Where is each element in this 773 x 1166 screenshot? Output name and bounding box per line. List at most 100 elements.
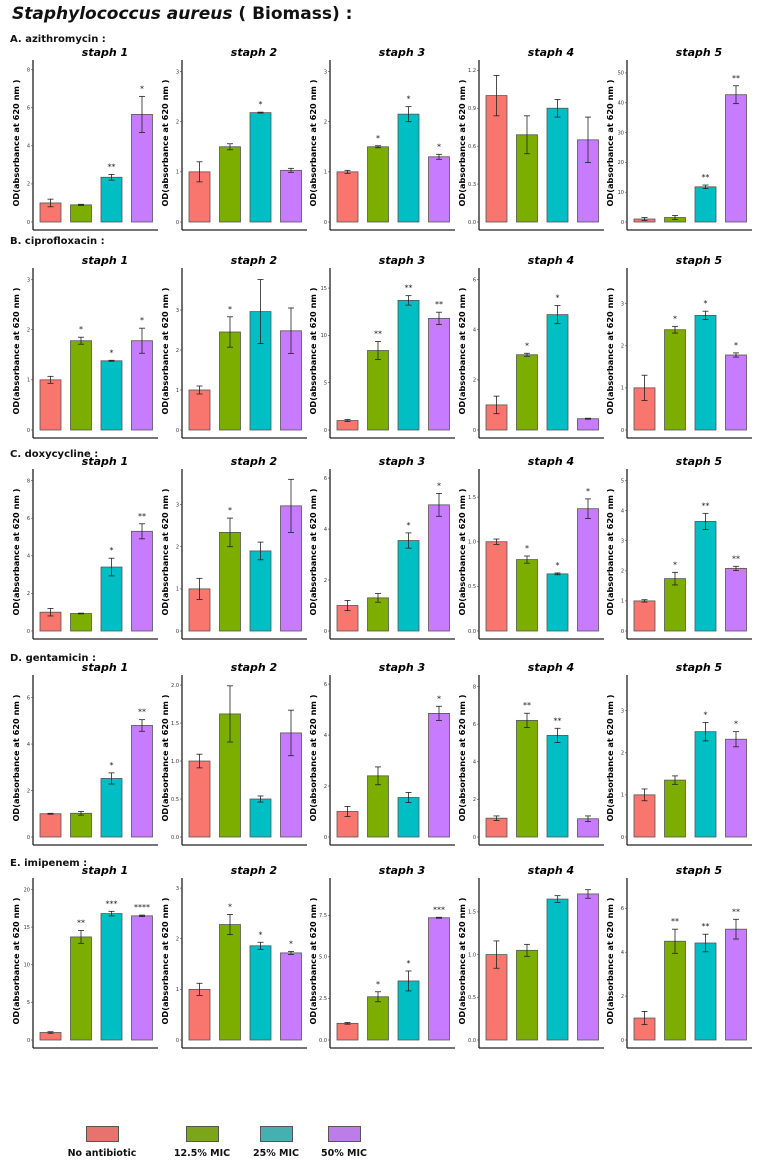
y-tick-label: 2: [175, 119, 178, 125]
y-tick-label: 15: [24, 925, 30, 931]
panel-svg: staph 2 OD(absorbance at 620 nm ) 0.0 0.5 1.…: [160, 661, 307, 846]
bar: [546, 107, 568, 223]
significance-label: **: [138, 708, 146, 717]
bar: [694, 314, 717, 431]
y-tick-label: 1.5: [468, 910, 476, 916]
bar-chart-panel: staph 1 OD(absorbance at 620 nm ) 0 2 4 6 * **: [10, 659, 160, 853]
row-label: A. azithromycin :: [10, 34, 106, 45]
panel-svg: staph 5OD(absorbance at 620 nm )012345**…: [605, 455, 752, 640]
bar-chart-panel: staph 4 OD(absorbance at 620 nm ) 0 2 4 6 * *: [456, 252, 606, 446]
legend-swatch: [259, 1126, 293, 1142]
y-tick-label: 2: [27, 182, 30, 188]
significance-label: *: [437, 142, 441, 151]
bar: [367, 996, 389, 1041]
legend-swatch: [327, 1126, 361, 1142]
y-tick-label: 0.5: [171, 797, 179, 803]
panel-title: staph 1: [82, 254, 128, 267]
significance-label: **: [138, 512, 146, 521]
legend-swatch: [185, 1126, 219, 1142]
bar: [100, 913, 123, 1041]
bar: [70, 204, 92, 223]
y-tick-label: 6: [27, 516, 30, 522]
y-tick-label: 4: [472, 327, 475, 333]
significance-label: **: [523, 701, 531, 710]
bar: [428, 504, 450, 632]
y-tick-label: 4: [324, 733, 327, 739]
significance-label: **: [435, 300, 443, 309]
y-tick-label: 2: [175, 348, 178, 354]
panel-title: staph 3: [379, 864, 426, 877]
bar: [397, 797, 420, 838]
y-axis-label: OD(absorbance at 620 nm ): [605, 488, 615, 615]
y-tick-label: 10: [618, 190, 624, 196]
significance-label: *: [555, 294, 559, 303]
legend-label: No antibiotic: [67, 1148, 137, 1159]
bar-chart-panel: staph 1 OD(absorbance at 620 nm ) 0 1 2 3 * * *: [10, 252, 160, 446]
significance-label: *: [228, 506, 232, 515]
panel-title: staph 4: [527, 661, 573, 674]
y-tick-label: 2: [324, 119, 327, 125]
y-tick-label: 4: [621, 508, 624, 514]
y-axis-label: OD(absorbance at 620 nm ): [308, 897, 318, 1024]
y-tick-label: 1.0: [468, 540, 476, 546]
y-tick-label: 3: [324, 69, 327, 75]
y-tick-label: 0.0: [319, 1038, 327, 1044]
y-tick-label: 0: [621, 835, 624, 841]
y-tick-label: 0: [472, 428, 475, 434]
panel-title: staph 1: [82, 455, 128, 468]
bar-chart-panel: staph 3 OD(absorbance at 620 nm ) 0 5 10 15 **…: [307, 252, 457, 446]
y-tick-label: 2: [324, 578, 327, 584]
panel-title: staph 1: [82, 46, 128, 59]
panel-svg: staph 5 OD(absorbance at 620 nm ) 0 1 2 3 * * *: [605, 254, 752, 439]
bar: [188, 389, 210, 431]
figure-title-organism: Staphylococcus aureus: [12, 4, 233, 24]
legend-swatch: [85, 1126, 119, 1142]
panel-svg: staph 5 OD(absorbance at 620 nm ) 0 1 2 3 * *: [605, 661, 752, 846]
y-tick-label: 0: [324, 220, 327, 226]
y-tick-label: 2: [472, 797, 475, 803]
bar: [218, 146, 241, 223]
bar: [100, 778, 123, 838]
bar: [546, 898, 568, 1041]
row-label: E. imipenem :: [10, 858, 88, 869]
y-tick-label: 0: [175, 220, 178, 226]
significance-label: *: [734, 720, 738, 729]
y-tick-label: 0: [27, 428, 30, 434]
y-tick-label: 6: [27, 106, 30, 112]
panel-title: staph 2: [230, 254, 277, 267]
significance-label: *: [673, 560, 677, 569]
bar: [664, 779, 686, 838]
panel-title: staph 2: [230, 661, 277, 674]
bar: [576, 418, 599, 431]
bar: [485, 541, 507, 632]
y-tick-label: 3: [175, 308, 178, 314]
y-axis-label: OD(absorbance at 620 nm ): [605, 79, 615, 206]
bar: [694, 942, 717, 1041]
bar-chart-panel: staph 4 OD(absorbance at 620 nm ) 0 2 4 6 8 ** *…: [456, 659, 606, 853]
bar: [428, 317, 450, 431]
bar-chart-panel: staph 2 OD(absorbance at 620 nm ) 0 1 2 3 *: [159, 252, 309, 446]
y-axis-label: OD(absorbance at 620 nm ): [160, 897, 170, 1024]
bar-chart-panel: staph 4 OD(absorbance at 620 nm ) 0.0 0.3 0.…: [456, 44, 606, 238]
significance-label: ****: [134, 903, 150, 912]
figure-title-rest: ( Biomass) :: [232, 4, 353, 24]
bar: [279, 952, 302, 1041]
y-tick-label: 0.9: [468, 106, 476, 112]
bar: [546, 573, 568, 632]
significance-label: *: [140, 84, 144, 93]
y-tick-label: 0: [324, 835, 327, 841]
y-tick-label: 3: [27, 277, 30, 283]
bar: [70, 812, 92, 838]
panel-svg: staph 3 OD(absorbance at 620 nm ) 0.0 2.5 5.…: [308, 864, 455, 1049]
row-label: B. ciprofloxacin :: [10, 236, 105, 247]
y-tick-label: 3: [621, 708, 624, 714]
y-tick-label: 3: [175, 502, 178, 508]
y-axis-label: OD(absorbance at 620 nm ): [11, 897, 21, 1024]
significance-label: **: [405, 284, 413, 293]
significance-label: *: [110, 546, 114, 555]
significance-label: *: [258, 100, 262, 109]
panel-svg: staph 4 OD(absorbance at 620 nm ) 0 2 4 6 * *: [457, 254, 604, 439]
y-tick-label: 1.2: [468, 68, 476, 74]
y-tick-label: 0: [324, 428, 327, 434]
